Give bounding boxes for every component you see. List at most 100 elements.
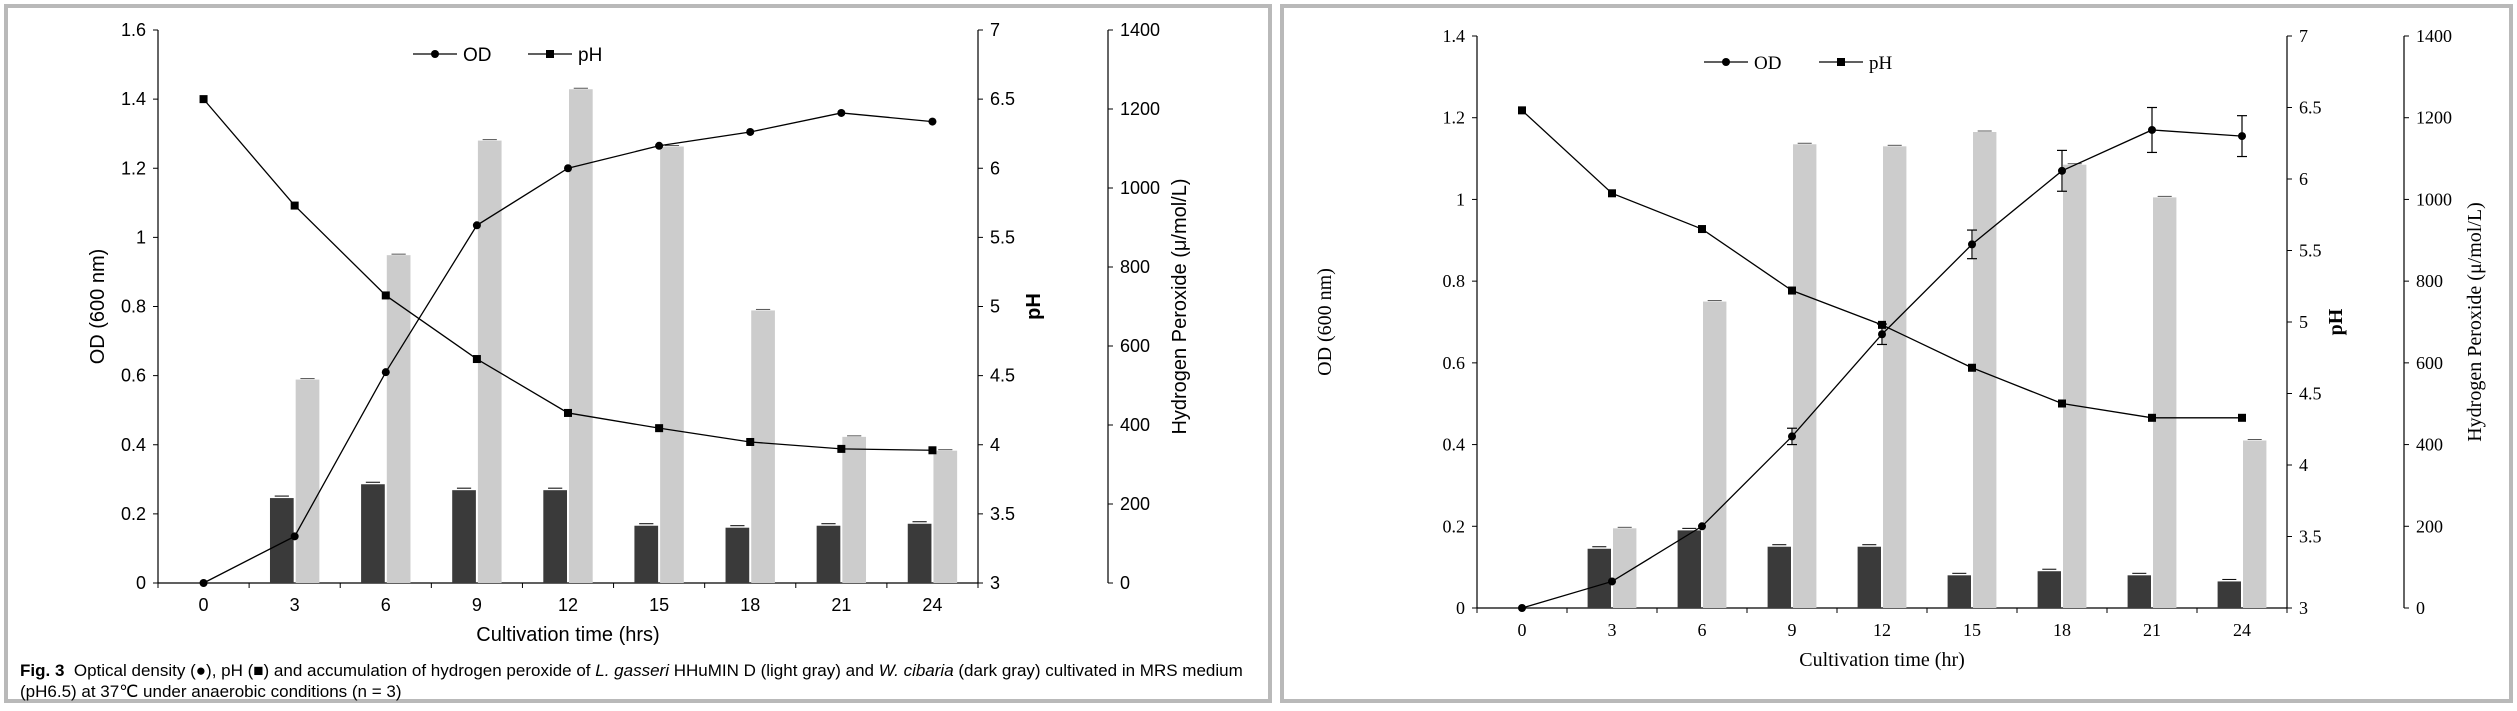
od-point <box>1968 240 1976 249</box>
x-tick-label: 0 <box>199 595 209 615</box>
bar-light-gray <box>1703 301 1727 608</box>
od-point <box>746 127 755 136</box>
bar-light-gray <box>386 255 411 583</box>
figure-3-panel: 0 0.2 0.4 0.6 0.8 1 1.2 1.4 1.6 3 3.5 4 4.5 5 5.5 6 6.5 7… <box>4 4 1272 703</box>
caption-text-1: Optical density ( <box>73 661 196 680</box>
h2o2-tick-label: 600 <box>2416 353 2443 373</box>
left-axis-title: OD (600 nm) <box>87 249 109 365</box>
ph-tick-label: 4.5 <box>990 366 1015 386</box>
h2o2-tick-label: 200 <box>2416 516 2443 536</box>
ph-point <box>2148 413 2156 422</box>
od-point <box>1788 432 1796 441</box>
ph-point <box>1968 363 1976 372</box>
ph-point <box>1518 106 1526 115</box>
od-point <box>381 368 390 377</box>
left-tick-label: 0.4 <box>121 435 146 455</box>
ph-point <box>837 444 846 453</box>
bar-dark-gray <box>2037 571 2061 608</box>
x-axis-title: Cultivation time (hrs) <box>476 624 659 646</box>
x-tick-label: 3 <box>290 595 300 615</box>
bar-dark-gray <box>1767 546 1791 608</box>
bar-light-gray <box>2063 164 2087 608</box>
ph-axis-title: pH <box>1023 293 1045 320</box>
h2o2-tick-label: 0 <box>2416 598 2425 618</box>
bar-dark-gray <box>1947 575 1971 608</box>
ph-tick-label: 4 <box>2299 455 2308 475</box>
h2o2-tick-label: 0 <box>1120 573 1130 593</box>
bar-dark-gray <box>361 484 385 583</box>
h2o2-tick-label: 1200 <box>2416 108 2452 128</box>
ph-point <box>928 446 937 455</box>
h2o2-tick-label: 1400 <box>1120 20 1160 40</box>
ph-axis-title: pH <box>2325 308 2347 335</box>
bar-light-gray <box>569 89 593 583</box>
od-point <box>1878 330 1886 339</box>
bar-dark-gray <box>907 523 932 583</box>
legend-ph-marker <box>1837 58 1845 66</box>
h2o2-axis-title: Hydrogen Peroxide (μ/mol/L) <box>2464 202 2486 442</box>
ph-point <box>472 355 481 364</box>
ph-tick-label: 7 <box>2299 26 2308 46</box>
bar-light-gray <box>842 436 867 583</box>
left-tick-label: 1.6 <box>121 20 146 40</box>
bar-dark-gray <box>2217 581 2241 608</box>
ph-tick-label: 5.5 <box>2299 241 2322 261</box>
h2o2-tick-label: 400 <box>2416 435 2443 455</box>
od-point <box>1518 604 1526 612</box>
h2o2-tick-label: 400 <box>1120 415 1150 435</box>
left-tick-label: 0 <box>1456 598 1465 618</box>
ph-point <box>2058 399 2066 408</box>
ph-point <box>746 437 755 446</box>
ph-point <box>1788 286 1796 295</box>
x-tick-label: 9 <box>1788 620 1797 640</box>
x-tick-label: 21 <box>831 595 851 615</box>
bar-light-gray <box>477 140 502 583</box>
left-tick-label: 0.6 <box>1443 353 1466 373</box>
figure-caption: Fig. 3 Optical density (●), pH (■) and a… <box>20 661 1243 701</box>
h2o2-tick-label: 1200 <box>1120 99 1160 119</box>
ph-point <box>1608 189 1616 198</box>
x-tick-label: 18 <box>740 595 760 615</box>
ph-tick-label: 4.5 <box>2299 384 2322 404</box>
left-tick-label: 1 <box>136 227 146 247</box>
legend-ph-label: pH <box>578 45 602 66</box>
ph-point <box>290 201 299 210</box>
ph-point <box>655 424 664 433</box>
bar-dark-gray <box>634 525 659 583</box>
caption-label: Fig. 3 <box>20 661 65 680</box>
bar-dark-gray <box>2127 575 2151 608</box>
left-tick-label: 1.4 <box>1443 26 1466 46</box>
ph-tick-label: 5.5 <box>990 227 1015 247</box>
x-tick-label: 12 <box>558 595 578 615</box>
left-axis-title: OD (600 nm) <box>1314 268 1336 376</box>
h2o2-tick-label: 600 <box>1120 336 1150 356</box>
chart-left: 0 0.2 0.4 0.6 0.8 1 1.2 1.4 1.6 3 3.5 4 4.5 5 5.5 6 6.5 7… <box>87 20 1191 646</box>
od-point <box>2148 125 2156 134</box>
ph-tick-label: 3.5 <box>2299 527 2322 547</box>
od-point <box>290 532 299 541</box>
ph-line <box>1521 109 2242 419</box>
legend-od-label: OD <box>1754 53 1781 74</box>
x-tick-label: 3 <box>1608 620 1617 640</box>
x-tick-label: 21 <box>2143 620 2161 640</box>
x-tick-label: 0 <box>1518 620 1527 640</box>
ph-point <box>1698 225 1706 234</box>
ph-tick-label: 3 <box>2299 598 2308 618</box>
left-tick-label: 1.2 <box>121 158 146 178</box>
left-tick-label: 0.2 <box>121 504 146 524</box>
od-point <box>199 579 208 587</box>
x-tick-label: 24 <box>2233 620 2251 640</box>
bar-light-gray <box>1793 144 1817 608</box>
x-tick-label: 24 <box>922 595 942 615</box>
left-tick-label: 0.8 <box>1443 271 1466 291</box>
x-tick-label: 18 <box>2053 620 2071 640</box>
ph-point <box>1878 320 1886 329</box>
bar-dark-gray <box>452 490 476 583</box>
bar-dark-gray <box>543 490 567 583</box>
ph-tick-label: 6.5 <box>2299 98 2322 118</box>
left-tick-label: 0.2 <box>1443 516 1466 536</box>
left-tick-label: 1 <box>1456 189 1465 209</box>
x-tick-label: 9 <box>472 595 482 615</box>
h2o2-tick-label: 200 <box>1120 494 1150 514</box>
h2o2-tick-label: 1000 <box>2416 189 2452 209</box>
